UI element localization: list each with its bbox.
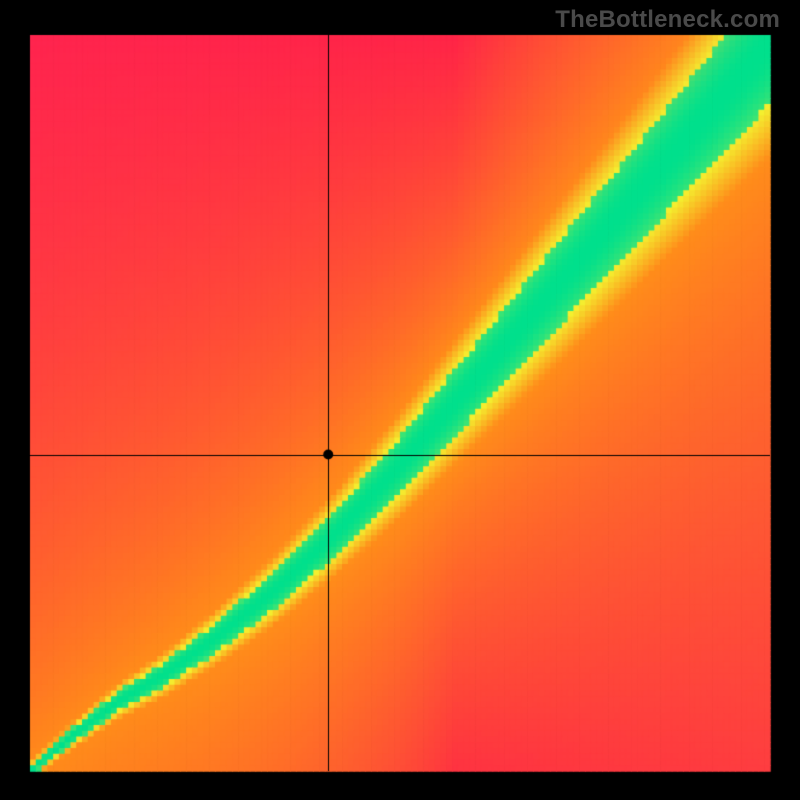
chart-container: TheBottleneck.com [0, 0, 800, 800]
bottleneck-heatmap [0, 0, 800, 800]
watermark-text: TheBottleneck.com [555, 6, 780, 34]
